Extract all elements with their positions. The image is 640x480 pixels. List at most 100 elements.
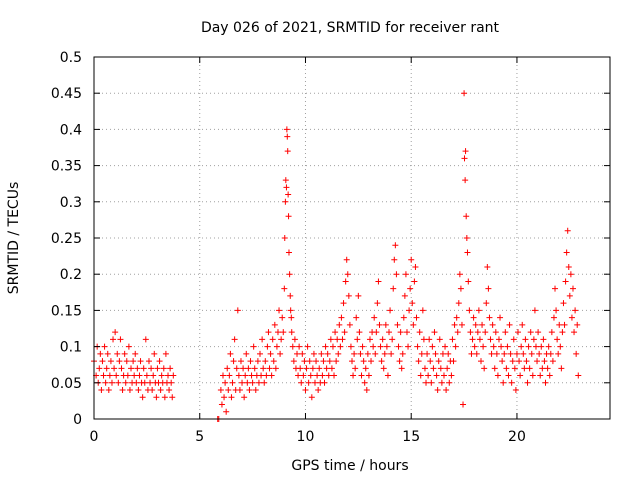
data-point bbox=[354, 336, 361, 343]
data-point bbox=[284, 148, 291, 155]
x-tick-label: 0 bbox=[90, 429, 99, 445]
data-point bbox=[218, 401, 225, 408]
data-point bbox=[142, 336, 149, 343]
data-point bbox=[521, 365, 528, 372]
data-point bbox=[510, 336, 517, 343]
data-point bbox=[399, 350, 406, 357]
data-point bbox=[259, 336, 266, 343]
data-point bbox=[387, 307, 394, 314]
y-tick-label: 0 bbox=[73, 412, 82, 428]
data-point bbox=[306, 358, 313, 365]
y-axis-label: SRMTID / TECUs bbox=[6, 182, 22, 295]
data-point bbox=[571, 329, 578, 336]
data-point bbox=[315, 387, 322, 394]
data-point bbox=[503, 365, 510, 372]
data-point bbox=[492, 329, 499, 336]
y-tick-label: 0.4 bbox=[60, 122, 82, 138]
data-point bbox=[277, 350, 284, 357]
data-point bbox=[457, 285, 464, 292]
data-point bbox=[264, 343, 271, 350]
data-point bbox=[313, 358, 320, 365]
data-point bbox=[480, 343, 487, 350]
grid-lines bbox=[94, 57, 610, 419]
data-point bbox=[372, 350, 379, 357]
data-point bbox=[550, 314, 557, 321]
data-point bbox=[246, 387, 253, 394]
data-point bbox=[331, 372, 338, 379]
data-point bbox=[318, 350, 325, 357]
data-point bbox=[167, 365, 174, 372]
data-point bbox=[419, 307, 426, 314]
data-point bbox=[572, 307, 579, 314]
data-point bbox=[283, 126, 290, 133]
data-point bbox=[386, 329, 393, 336]
data-point bbox=[542, 379, 549, 386]
data-point bbox=[123, 358, 130, 365]
data-point bbox=[110, 336, 117, 343]
data-point bbox=[108, 379, 115, 386]
data-point bbox=[353, 314, 360, 321]
data-point bbox=[137, 358, 144, 365]
data-point bbox=[389, 336, 396, 343]
data-point bbox=[504, 343, 511, 350]
x-tick-label: 10 bbox=[297, 429, 315, 445]
data-point bbox=[156, 358, 163, 365]
data-point bbox=[282, 177, 289, 184]
data-point bbox=[305, 379, 312, 386]
data-point bbox=[536, 350, 543, 357]
x-tick-label: 5 bbox=[195, 429, 204, 445]
data-point bbox=[344, 271, 351, 278]
data-point bbox=[96, 365, 103, 372]
data-point bbox=[128, 365, 135, 372]
data-point bbox=[250, 343, 257, 350]
data-point bbox=[397, 329, 404, 336]
data-point bbox=[265, 329, 272, 336]
data-point bbox=[430, 365, 437, 372]
data-point bbox=[336, 321, 343, 328]
data-point bbox=[266, 365, 273, 372]
data-point bbox=[168, 379, 175, 386]
data-point bbox=[324, 350, 331, 357]
data-point bbox=[380, 365, 387, 372]
data-point bbox=[362, 365, 369, 372]
data-point bbox=[359, 343, 366, 350]
data-point bbox=[143, 372, 150, 379]
data-point bbox=[421, 365, 428, 372]
data-point bbox=[525, 343, 532, 350]
data-point bbox=[224, 365, 231, 372]
data-point bbox=[161, 394, 168, 401]
data-point bbox=[325, 372, 332, 379]
data-point bbox=[390, 285, 397, 292]
data-point bbox=[247, 358, 254, 365]
data-point bbox=[319, 372, 326, 379]
data-point bbox=[443, 387, 450, 394]
data-point bbox=[345, 292, 352, 299]
data-point bbox=[428, 379, 435, 386]
data-point bbox=[442, 343, 449, 350]
data-point bbox=[424, 350, 431, 357]
data-point bbox=[341, 329, 348, 336]
x-axis-label: GPS time / hours bbox=[291, 458, 408, 474]
data-point bbox=[370, 343, 377, 350]
y-tick-label: 0.15 bbox=[51, 303, 82, 319]
data-point bbox=[451, 321, 458, 328]
data-point bbox=[112, 329, 119, 336]
data-point bbox=[382, 321, 389, 328]
data-point bbox=[103, 365, 110, 372]
data-point bbox=[270, 358, 277, 365]
data-point bbox=[438, 379, 445, 386]
y-tick-label: 0.35 bbox=[51, 159, 82, 175]
data-point bbox=[332, 329, 339, 336]
data-point bbox=[239, 379, 246, 386]
data-point bbox=[233, 365, 240, 372]
data-point bbox=[484, 263, 491, 270]
data-point bbox=[472, 321, 479, 328]
data-point bbox=[418, 350, 425, 357]
data-point bbox=[119, 387, 126, 394]
data-point bbox=[257, 350, 264, 357]
data-point bbox=[508, 379, 515, 386]
data-point bbox=[294, 350, 301, 357]
data-point bbox=[553, 307, 560, 314]
data-point bbox=[556, 321, 563, 328]
data-point bbox=[166, 387, 173, 394]
